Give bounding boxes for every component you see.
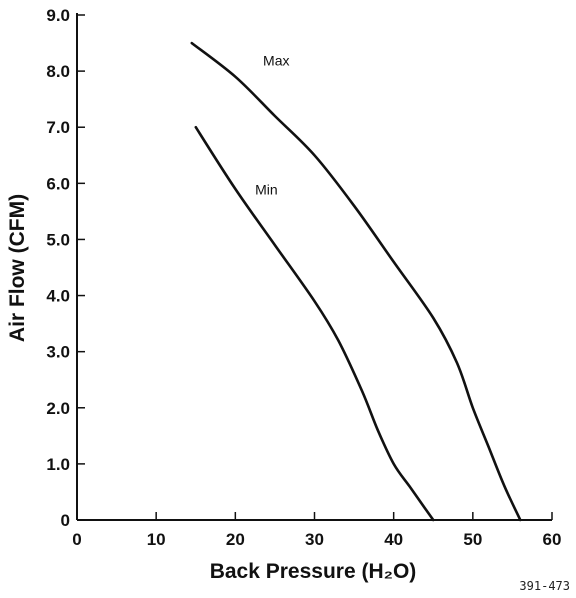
y-tick-label: 2.0 [46,399,70,418]
x-tick-label: 60 [543,530,562,549]
y-tick-label: 9.0 [46,6,70,25]
y-tick-label: 4.0 [46,287,70,306]
series-label-max: Max [263,53,289,69]
figure-code: 391-473 [519,579,570,593]
x-tick-label: 30 [305,530,324,549]
y-tick-label: 1.0 [46,455,70,474]
series-annotations: Max Min [255,53,289,198]
series-label-min: Min [255,182,278,198]
y-ticks: 0 1.0 2.0 3.0 4.0 5.0 6.0 7.0 8.0 9.0 [46,6,85,530]
x-tick-label: 0 [72,530,81,549]
x-tick-label: 20 [226,530,245,549]
x-axis-title: Back Pressure (H₂O) [210,560,417,583]
y-axis-title: Air Flow (CFM) [6,194,29,342]
x-tick-label: 40 [384,530,403,549]
series-line-min [194,125,435,522]
axes [76,13,552,521]
series-lines [190,41,522,522]
x-ticks: 0 10 20 30 40 50 60 [72,512,561,549]
x-tick-label: 10 [147,530,166,549]
series-line-max [190,41,522,522]
y-tick-label: 5.0 [46,230,70,249]
y-tick-label: 3.0 [46,343,70,362]
y-tick-label: 8.0 [46,62,70,81]
y-tick-label: 6.0 [46,174,70,193]
x-tick-label: 50 [463,530,482,549]
y-tick-label: 0 [61,511,70,530]
y-tick-label: 7.0 [46,118,70,137]
